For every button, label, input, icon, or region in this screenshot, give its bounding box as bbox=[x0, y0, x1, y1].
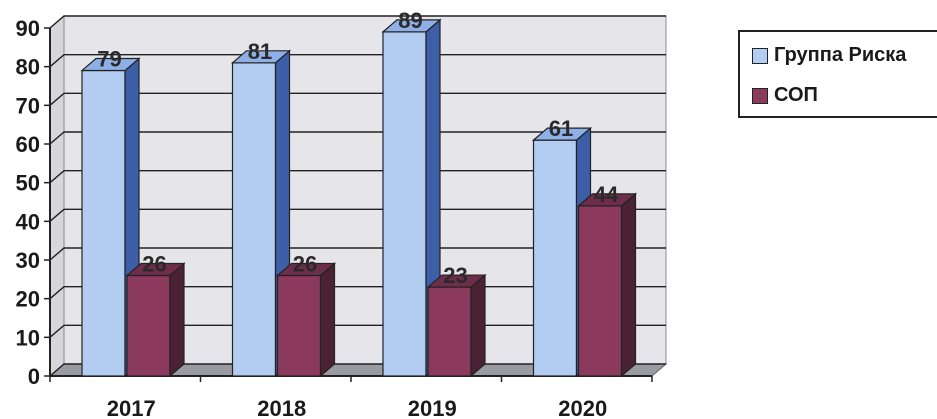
bar bbox=[427, 286, 472, 377]
data-label: 23 bbox=[443, 263, 467, 288]
legend-swatch-risk-group bbox=[752, 47, 768, 64]
y-tick-label: 10 bbox=[16, 325, 40, 350]
bar bbox=[276, 274, 322, 377]
legend-item-sop: СОП bbox=[752, 84, 818, 107]
gridline bbox=[49, 208, 666, 222]
bar bbox=[81, 69, 126, 377]
bar bbox=[231, 62, 277, 377]
bar-top bbox=[125, 262, 186, 277]
gridline bbox=[49, 131, 666, 145]
bar-top bbox=[426, 274, 487, 288]
y-tick-label: 40 bbox=[16, 209, 40, 234]
y-tick-label: 50 bbox=[16, 171, 40, 196]
gridline bbox=[49, 169, 666, 184]
bar-top bbox=[80, 57, 141, 72]
data-label: 89 bbox=[398, 8, 422, 33]
legend-label-sop: СОП bbox=[774, 84, 818, 106]
gridline bbox=[49, 92, 666, 106]
bar bbox=[126, 274, 171, 377]
bar-top bbox=[275, 262, 337, 277]
y-tick-label: 0 bbox=[28, 364, 40, 389]
y-tick-label: 60 bbox=[16, 132, 40, 157]
side-wall bbox=[49, 14, 65, 378]
data-label: 61 bbox=[549, 116, 573, 141]
x-tick-label: 2019 bbox=[408, 396, 457, 419]
legend-label-risk-group: Группа Риска bbox=[774, 44, 907, 66]
bar-side bbox=[620, 192, 637, 378]
legend-swatch-sop bbox=[752, 87, 768, 104]
bar bbox=[577, 205, 623, 377]
bar-top bbox=[531, 127, 593, 141]
bar-top bbox=[576, 193, 638, 207]
data-label: 81 bbox=[248, 39, 272, 64]
bar-side bbox=[169, 262, 185, 378]
data-label: 26 bbox=[142, 251, 166, 276]
y-tick-label: 90 bbox=[16, 16, 40, 41]
x-tick-label: 2020 bbox=[558, 396, 607, 419]
bar bbox=[382, 31, 427, 377]
x-tick-label: 2018 bbox=[257, 396, 306, 419]
bar-side bbox=[470, 273, 486, 378]
gridline bbox=[49, 53, 666, 68]
x-tick-label: 2017 bbox=[107, 396, 156, 419]
gridline bbox=[49, 247, 666, 261]
legend: Группа Риска СОП bbox=[738, 30, 937, 118]
data-label: 44 bbox=[594, 182, 619, 207]
bar-top bbox=[230, 50, 292, 64]
bar bbox=[532, 139, 578, 377]
y-tick-label: 30 bbox=[16, 248, 40, 273]
y-tick-label: 20 bbox=[16, 287, 40, 312]
gridline bbox=[49, 15, 666, 29]
bars bbox=[80, 18, 638, 378]
data-label: 79 bbox=[97, 47, 121, 72]
data-label: 26 bbox=[293, 251, 317, 276]
data-labels: 79 81 89 61 26 26 23 44 bbox=[97, 8, 619, 288]
bar-side bbox=[319, 262, 336, 378]
y-tick-label: 70 bbox=[16, 93, 40, 118]
y-tick-label: 80 bbox=[16, 55, 40, 80]
bar-top bbox=[381, 19, 442, 33]
legend-item-risk-group: Группа Риска bbox=[752, 44, 906, 67]
